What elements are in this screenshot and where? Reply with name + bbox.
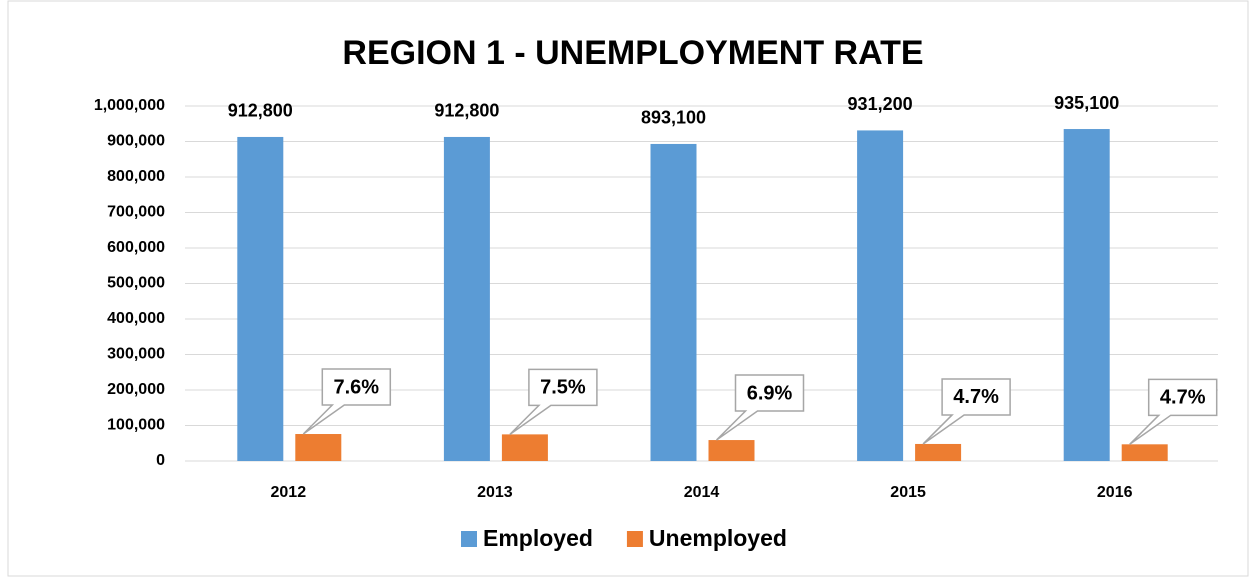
y-tick-label: 600,000 xyxy=(107,239,165,256)
legend-swatch xyxy=(461,531,477,547)
bar xyxy=(857,130,904,461)
y-tick-label: 500,000 xyxy=(107,275,165,292)
y-tick-label: 300,000 xyxy=(107,346,165,363)
bar xyxy=(1063,129,1110,462)
bar xyxy=(501,434,548,461)
value-label: 912,800 xyxy=(228,101,293,121)
annotation: 6.9% xyxy=(747,382,793,404)
y-tick-label: 800,000 xyxy=(107,168,165,185)
x-tick-label: 2013 xyxy=(477,484,513,501)
y-tick-label: 700,000 xyxy=(107,204,165,221)
bar xyxy=(443,136,490,461)
y-tick-label: 400,000 xyxy=(107,310,165,327)
chart-title: REGION 1 - UNEMPLOYMENT RATE xyxy=(342,34,923,72)
y-tick-label: 1,000,000 xyxy=(94,97,165,114)
callout xyxy=(715,374,805,441)
value-label: 931,200 xyxy=(848,94,913,114)
bar xyxy=(708,440,755,461)
value-label: 912,800 xyxy=(434,101,499,121)
legend-label: Unemployed xyxy=(649,525,787,551)
annotation: 7.5% xyxy=(540,377,586,399)
y-tick-label: 100,000 xyxy=(107,417,165,434)
bar xyxy=(1121,444,1168,461)
annotation: 7.6% xyxy=(334,376,380,398)
x-tick-label: 2016 xyxy=(1097,484,1133,501)
legend-label: Employed xyxy=(483,525,593,551)
bar xyxy=(295,434,342,461)
annotation: 4.7% xyxy=(953,386,999,408)
bar xyxy=(915,443,962,461)
value-label: 893,100 xyxy=(641,108,706,128)
x-tick-label: 2015 xyxy=(890,484,926,501)
bar xyxy=(237,136,284,461)
callout xyxy=(509,368,598,435)
callout xyxy=(302,368,392,435)
chart-border xyxy=(7,0,1249,577)
y-tick-label: 0 xyxy=(156,452,165,469)
y-tick-label: 200,000 xyxy=(107,381,165,398)
callout xyxy=(922,378,1011,445)
callout xyxy=(1129,378,1218,445)
annotation: 4.7% xyxy=(1160,387,1206,409)
y-tick-label: 900,000 xyxy=(107,133,165,150)
x-tick-label: 2014 xyxy=(684,484,720,501)
bar xyxy=(650,143,697,461)
x-tick-label: 2012 xyxy=(271,484,307,501)
value-label: 935,100 xyxy=(1054,93,1119,113)
legend-swatch xyxy=(626,531,643,547)
